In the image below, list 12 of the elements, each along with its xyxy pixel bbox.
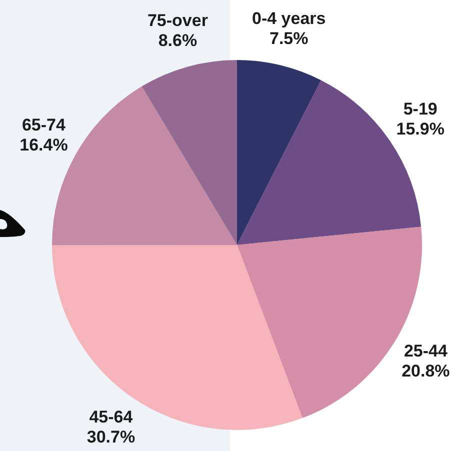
slice-label: 5-19 bbox=[403, 100, 438, 119]
slice-label: 65-74 bbox=[22, 116, 66, 135]
data-label: 15.9% bbox=[396, 120, 444, 139]
data-label: 20.8% bbox=[402, 362, 450, 381]
data-label: 16.4% bbox=[20, 136, 68, 155]
slice-label: 0-4 years bbox=[252, 8, 326, 28]
data-label: 7.5% bbox=[270, 28, 308, 48]
slice-label: 25-44 bbox=[404, 342, 448, 361]
data-label: 30.7% bbox=[86, 427, 136, 446]
slice-label: 45-64 bbox=[89, 407, 134, 426]
slice-label: 75-over bbox=[147, 10, 208, 30]
data-label: 8.6% bbox=[158, 30, 198, 50]
